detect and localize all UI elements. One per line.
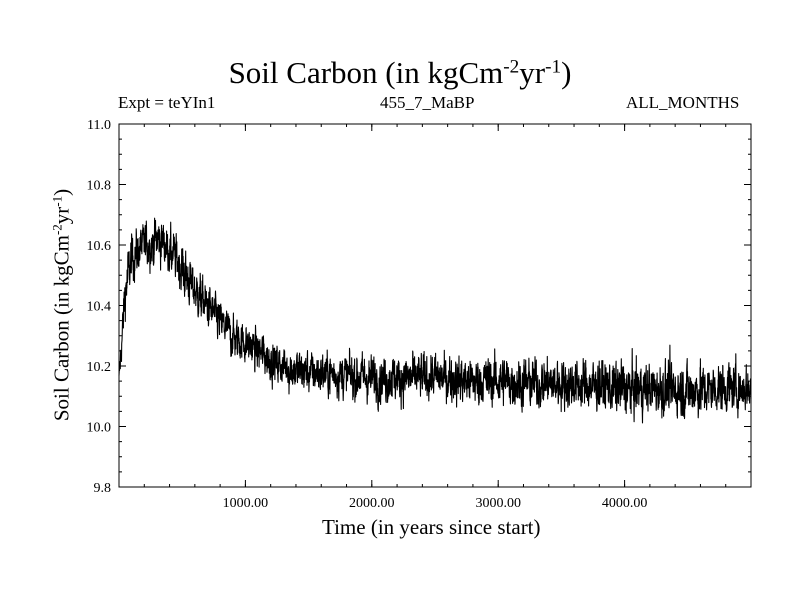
chart-title-end: ) <box>561 55 572 90</box>
y-axis-label-mid: yr <box>49 206 74 225</box>
x-tick-label: 1000.00 <box>223 496 269 511</box>
chart-title: Soil Carbon (in kgCm-2yr-1) <box>0 55 800 91</box>
chart-title-exponent-1: -2 <box>503 56 520 78</box>
x-tick-label: 4000.00 <box>602 496 648 511</box>
y-tick-label: 10.0 <box>87 421 112 436</box>
y-tick-label: 10.2 <box>87 360 112 375</box>
x-tick-label: 3000.00 <box>475 496 521 511</box>
y-tick-label: 10.4 <box>87 300 112 315</box>
y-axis-label-end: ) <box>49 188 74 196</box>
y-tick-label: 9.8 <box>94 481 112 496</box>
y-axis-label-exponent-1: -2 <box>49 224 65 236</box>
chart-title-main: Soil Carbon (in kgCm <box>228 55 504 90</box>
x-axis-label: Time (in years since start) <box>322 515 541 539</box>
y-tick-label: 10.8 <box>87 179 112 194</box>
chart-title-exponent-2: -1 <box>545 56 562 78</box>
chart-title-mid: yr <box>519 55 546 90</box>
y-axis-label-main: Soil Carbon (in kgCm <box>49 235 74 422</box>
y-tick-label: 11.0 <box>87 118 111 133</box>
y-axis-label: Soil Carbon (in kgCm-2yr-1) <box>49 188 75 422</box>
experiment-label: Expt = teYIn1 <box>118 93 216 112</box>
ticks-layer: 9.8 10.0 10.2 10.4 10.6 10.8 11.0 1000.00 2000.0… <box>87 118 751 511</box>
series-layer <box>118 217 752 424</box>
period-label: 455_7_MaBP <box>380 93 475 112</box>
y-axis-label-exponent-2: -1 <box>49 195 65 207</box>
series-line-soil-carbon <box>118 217 752 424</box>
x-tick-label: 2000.00 <box>349 496 395 511</box>
y-tick-label: 10.6 <box>87 239 112 254</box>
months-label: ALL_MONTHS <box>626 93 740 112</box>
